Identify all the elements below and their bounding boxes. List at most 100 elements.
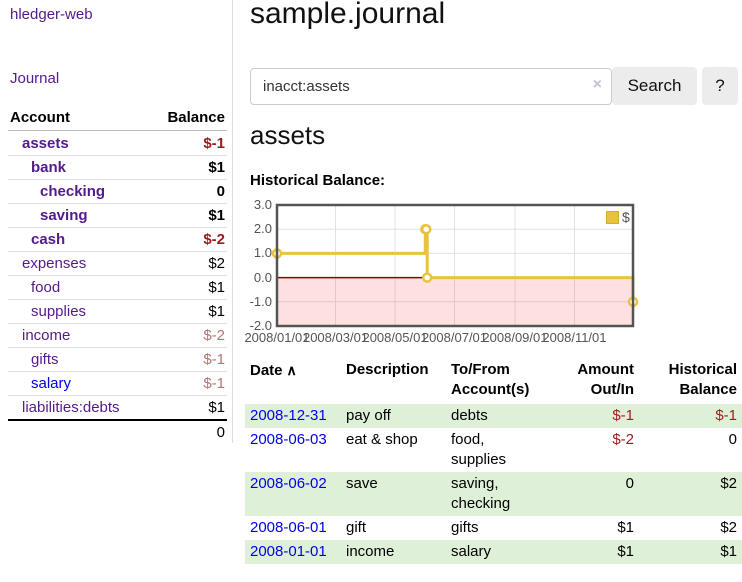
- account-balance: $-2: [203, 231, 225, 248]
- account-balance: $1: [208, 399, 225, 416]
- account-row: income $-2: [8, 323, 227, 347]
- accounts-cell: gifts: [451, 519, 479, 536]
- register-header-row: Date ∧ Description To/From Account(s) Amo…: [245, 358, 742, 404]
- x-axis-tick-label: 2008/07/01: [421, 330, 488, 345]
- x-axis-tick-label: 2008/11/01: [542, 330, 607, 345]
- sidebar-account-link[interactable]: food: [31, 279, 61, 296]
- balance-cell: $1: [639, 540, 742, 564]
- accounts-rows: assets $-1 bank $1 checking 0 saving $1 cash $-2 e…: [8, 131, 227, 419]
- data-point-marker: [421, 272, 433, 283]
- app-title-link[interactable]: hledger-web: [10, 6, 93, 23]
- sidebar-item-journal[interactable]: Journal: [10, 70, 60, 87]
- accounts-cell: salary: [446, 540, 546, 564]
- accounts-cell: debts: [446, 404, 546, 428]
- y-axis-tick-label: 1.0: [253, 245, 272, 261]
- accounts-total-value: 0: [216, 423, 225, 441]
- amount-cell: $1: [546, 540, 639, 564]
- column-header-description: Description: [346, 361, 429, 378]
- account-balance: $2: [208, 255, 225, 272]
- table-row: 2008-01-01 income salary $1 $1: [245, 540, 742, 564]
- account-row: checking 0: [8, 179, 227, 203]
- transaction-date-link[interactable]: 2008-06-01: [250, 519, 327, 536]
- data-point-marker: [420, 223, 432, 235]
- sort-ascending-icon: ∧: [286, 362, 297, 378]
- chart-title: Historical Balance:: [250, 172, 386, 189]
- x-axis-tick-label: 2008/01/01: [244, 330, 310, 345]
- y-axis-tick-label: -1.0: [249, 293, 272, 309]
- transaction-date-link[interactable]: 2008-01-01: [250, 543, 327, 560]
- description-cell: save: [341, 472, 446, 516]
- page-title: sample.journal: [250, 0, 446, 30]
- account-balance: $-2: [203, 327, 225, 344]
- y-axis-tick-label: -2.0: [249, 318, 272, 333]
- y-axis-tick-label: 3.0: [253, 197, 272, 212]
- column-header-date[interactable]: Date ∧: [245, 358, 341, 404]
- sidebar-account-link[interactable]: salary: [31, 375, 72, 392]
- search-button[interactable]: Search: [612, 67, 697, 105]
- amount-cell: $1: [617, 519, 634, 536]
- register-table: Date ∧ Description To/From Account(s) Amo…: [245, 358, 742, 564]
- account-balance: $1: [208, 159, 225, 176]
- column-header-amount: Amount Out/In: [577, 361, 634, 398]
- accounts-cell: saving, checking: [446, 472, 546, 516]
- account-row: supplies $1: [8, 299, 227, 323]
- sidebar-account-link[interactable]: cash: [31, 231, 66, 248]
- chart-legend: $: [606, 209, 630, 225]
- sidebar-account-link[interactable]: supplies: [31, 303, 87, 320]
- date-cell: 2008-12-31: [245, 404, 341, 428]
- sidebar-account-link[interactable]: bank: [31, 159, 67, 176]
- historical-balance-chart: 3.0 2.0 1.0 0.0 -1.0 -2.0 2008/01/01 2008/03/01…: [240, 197, 642, 350]
- x-axis-tick-label: 2008/03/01: [302, 330, 369, 345]
- account-row: saving $1: [8, 203, 227, 227]
- date-header-label: Date: [250, 362, 283, 379]
- chart-canvas: [271, 203, 639, 328]
- date-cell: 2008-06-01: [245, 516, 341, 540]
- sidebar-account-link[interactable]: checking: [40, 183, 106, 200]
- accounts-header-balance: Balance: [167, 109, 225, 126]
- transaction-date-link[interactable]: 2008-06-03: [250, 431, 327, 448]
- help-button[interactable]: ?: [702, 67, 738, 105]
- table-row: 2008-06-03 eat & shop food, supplies $-2 0: [245, 428, 742, 472]
- y-axis-tick-label: 0.0: [253, 269, 272, 285]
- amount-cell: 0: [546, 472, 639, 516]
- account-row: food $1: [8, 275, 227, 299]
- description-cell: income: [341, 540, 446, 564]
- sidebar-account-link[interactable]: saving: [40, 207, 88, 224]
- account-row: liabilities:debts $1: [8, 395, 227, 419]
- sidebar: hledger-web Journal Account Balance asse…: [0, 0, 233, 443]
- account-row: assets $-1: [8, 131, 227, 155]
- amount-cell: $-1: [546, 404, 639, 428]
- search-input[interactable]: [250, 68, 612, 105]
- balance-cell: $2: [639, 472, 742, 516]
- sidebar-account-link[interactable]: income: [22, 327, 71, 344]
- account-row: gifts $-1: [8, 347, 227, 371]
- account-row: cash $-2: [8, 227, 227, 251]
- x-axis-tick-label: 2008/09/01: [482, 330, 548, 345]
- main-content: sample.journal × Search ? assets Histori…: [240, 0, 742, 582]
- transaction-date-link[interactable]: 2008-06-02: [250, 475, 327, 492]
- accounts-header-account: Account: [10, 109, 70, 126]
- account-balance: $-1: [203, 375, 225, 392]
- description-cell: gift: [346, 519, 367, 536]
- sidebar-account-link[interactable]: expenses: [22, 255, 87, 272]
- sidebar-account-link[interactable]: assets: [22, 134, 69, 152]
- accounts-cell: food, supplies: [451, 431, 507, 468]
- y-axis-tick-label: 2.0: [253, 221, 272, 237]
- accounts-total-row: 0: [8, 419, 227, 443]
- x-axis-tick-label: 2008/05/01: [362, 330, 428, 345]
- sidebar-account-link[interactable]: liabilities:debts: [22, 399, 120, 416]
- account-heading: assets: [250, 120, 326, 150]
- table-row: 2008-06-01 gift gifts $1 $2: [245, 516, 742, 540]
- account-balance: $-1: [203, 351, 225, 368]
- sidebar-account-link[interactable]: gifts: [31, 351, 59, 368]
- accounts-table-header: Account Balance: [8, 105, 227, 131]
- balance-cell: $2: [720, 519, 737, 536]
- search-box: ×: [250, 68, 612, 105]
- date-cell: 2008-01-01: [245, 540, 341, 564]
- transaction-date-link[interactable]: 2008-12-31: [250, 407, 327, 424]
- column-header-balance: Historical Balance: [668, 361, 737, 398]
- description-cell: pay off: [341, 404, 446, 428]
- clear-search-icon[interactable]: ×: [592, 76, 602, 93]
- account-row: bank $1: [8, 155, 227, 179]
